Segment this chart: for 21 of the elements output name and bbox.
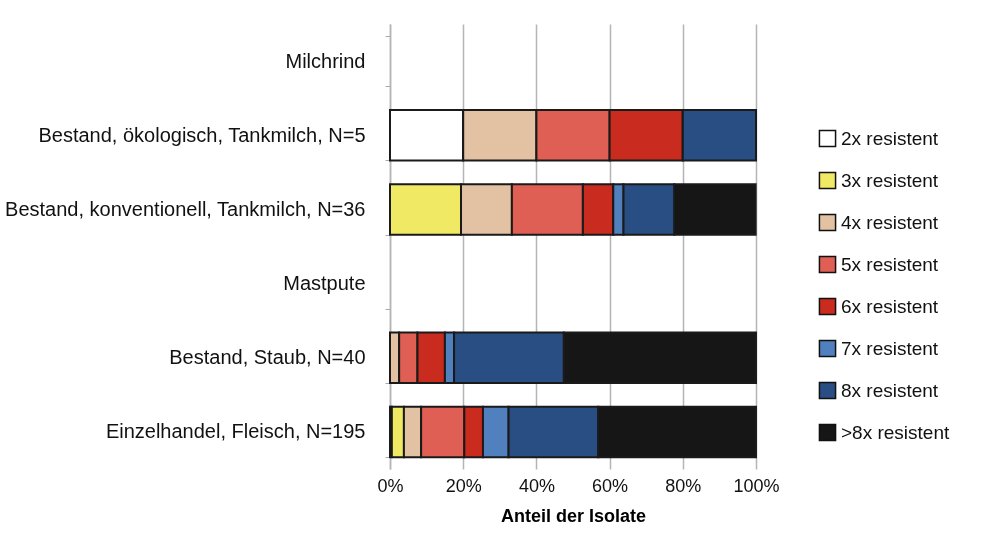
legend-label: 6x resistent [841, 295, 939, 317]
legend-label: 5x resistent [841, 253, 939, 275]
x-tick-label: 0% [377, 475, 404, 496]
x-axis-title: Anteil der Isolate [500, 505, 647, 526]
x-tick-label: 40% [518, 475, 555, 496]
x-tick-label: 80% [665, 475, 702, 496]
y-tick-label: Mastpute [283, 272, 366, 295]
y-tick-label: Einzelhandel, Fleisch, N=195 [105, 420, 366, 443]
y-tick-label: Bestand, ökologisch, Tankmilch, N=5 [38, 123, 366, 146]
legend-label: >8x resistent [841, 421, 950, 443]
x-tick-label: 20% [445, 475, 482, 496]
y-tick-label: Bestand, konventionell, Tankmilch, N=36 [5, 197, 366, 220]
legend-label: 4x resistent [841, 211, 939, 233]
legend-label: 2x resistent [841, 127, 939, 149]
x-tick-label: 100% [733, 475, 780, 496]
y-tick-label: Bestand, Staub, N=40 [169, 346, 366, 369]
legend-label: 3x resistent [841, 169, 939, 191]
y-tick-label: Milchrind [285, 49, 366, 72]
x-tick-label: 60% [592, 475, 629, 496]
legend-label: 8x resistent [841, 379, 939, 401]
legend-label: 7x resistent [841, 337, 939, 359]
